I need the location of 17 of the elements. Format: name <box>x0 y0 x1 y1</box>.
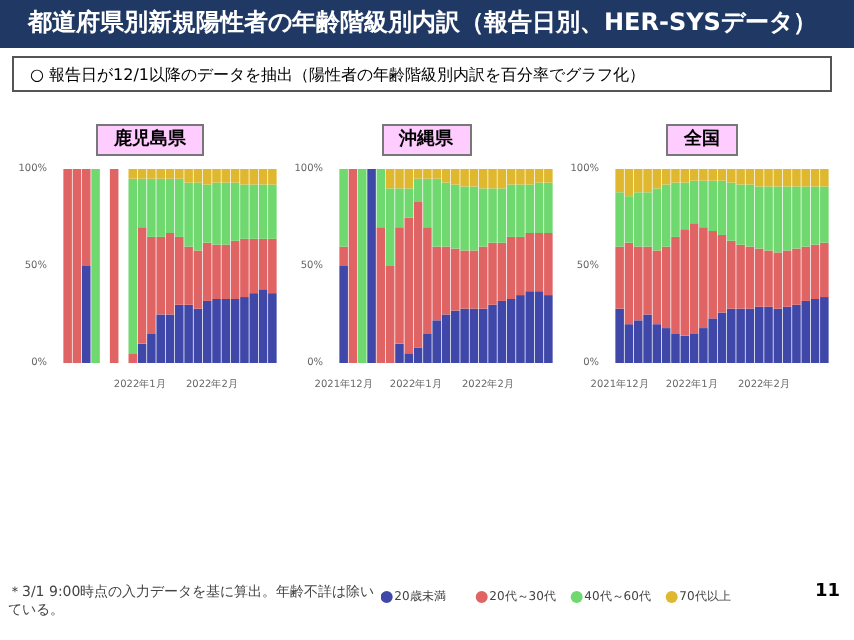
bar <box>376 227 386 363</box>
bar <box>128 178 138 354</box>
text: 都道府県別新規陽性者の年齢階級別内訳（報告日別、HER-SYSデータ） <box>28 6 817 40</box>
bar <box>367 169 376 363</box>
chart-title: 全国 <box>666 124 738 157</box>
bar <box>128 353 138 363</box>
bar <box>109 169 119 363</box>
chart-title: 沖縄県 <box>381 124 471 157</box>
chart-title: 鹿児島県 <box>96 124 204 157</box>
bar <box>357 169 367 363</box>
bar <box>339 169 348 247</box>
text: 11 <box>814 580 840 606</box>
bar <box>91 169 100 363</box>
bar <box>339 266 348 363</box>
text: ○ 報告日が12/1以降のデータを抽出（陽性者の年齢階級別内訳を百分率でグラフ化） <box>30 64 645 87</box>
bar <box>81 266 91 363</box>
bar <box>128 169 138 179</box>
